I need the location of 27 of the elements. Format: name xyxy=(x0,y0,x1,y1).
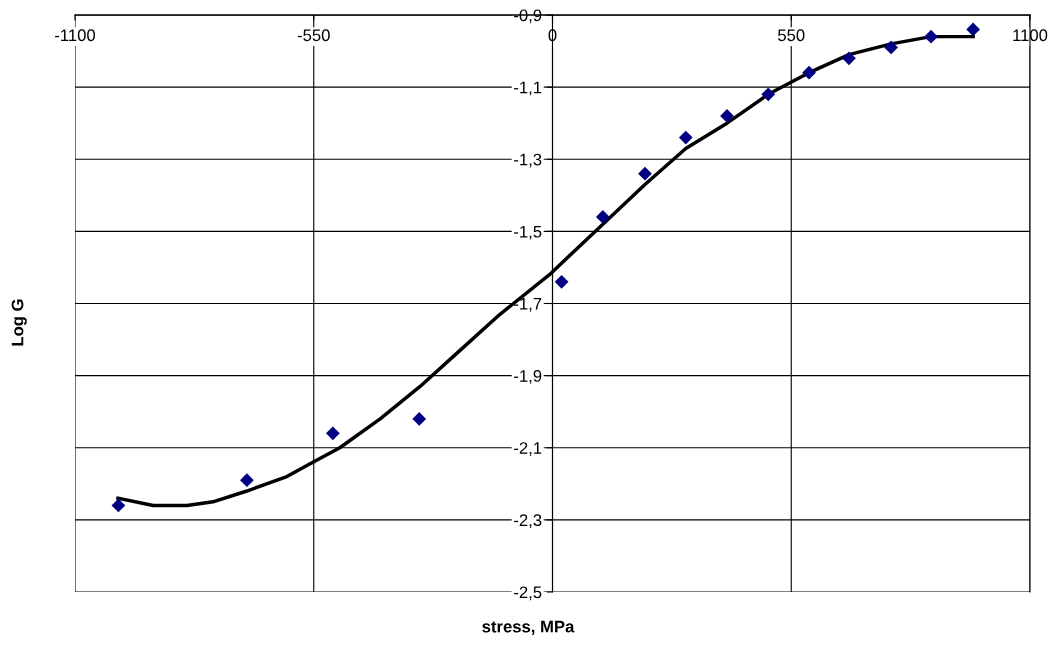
point xyxy=(240,473,254,488)
point xyxy=(325,426,340,441)
point xyxy=(966,22,981,37)
point xyxy=(638,166,652,181)
y-tick-label: -1,9 xyxy=(514,370,542,384)
y-tick-label: -2,5 xyxy=(514,586,542,601)
y-tick-label: -1,1 xyxy=(514,81,542,96)
x-tick-label: -550 xyxy=(297,29,330,42)
point xyxy=(595,210,610,224)
y-tick-label: -2,1 xyxy=(514,442,542,456)
x-axis-title: stress, MPa xyxy=(482,620,575,635)
y-tick-label: -1,3 xyxy=(514,153,542,168)
point xyxy=(111,498,126,513)
x-tick-label: 550 xyxy=(778,29,805,42)
x-tick-label: -1100 xyxy=(55,29,96,42)
point xyxy=(761,87,776,102)
point xyxy=(412,412,427,426)
point xyxy=(842,51,856,66)
point xyxy=(924,29,938,44)
point xyxy=(802,65,816,80)
point xyxy=(678,130,693,145)
point xyxy=(884,40,898,55)
point xyxy=(554,274,569,289)
y-tick-label: -1,7 xyxy=(514,298,542,312)
y-axis-title: Log G xyxy=(11,299,27,346)
y-tick-label: -2,3 xyxy=(514,514,542,529)
y-tick-label: -1,5 xyxy=(514,225,542,240)
